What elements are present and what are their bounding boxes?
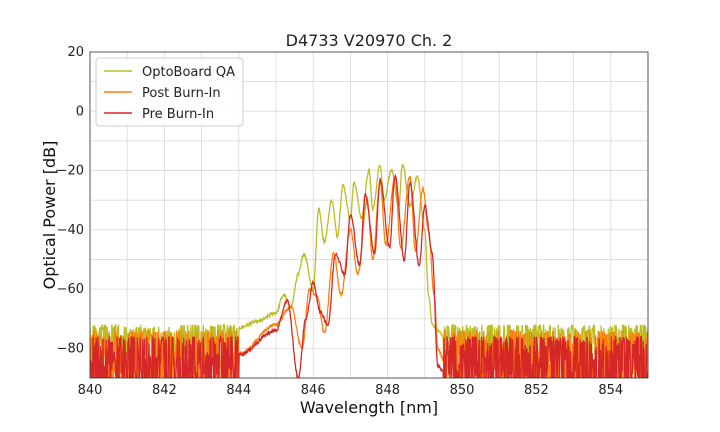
y-tick-label: −60 (57, 282, 84, 297)
y-ticks: −80 −60 −40 −20 0 20 (57, 45, 84, 356)
y-tick-label: 0 (76, 104, 84, 119)
legend-box (95, 57, 244, 127)
x-tick-label: 840 (78, 383, 103, 398)
legend-label-pre-burn-in: Pre Burn-In (142, 107, 214, 122)
grid (89, 51, 649, 379)
x-tick-label: 852 (524, 383, 549, 398)
x-ticks: 840 842 844 846 848 850 852 854 (78, 383, 624, 398)
legend-label-post-burn-in: Post Burn-In (142, 86, 221, 101)
y-tick-label: −80 (57, 341, 84, 356)
plot-frame (89, 51, 649, 379)
y-tick-label: 20 (67, 45, 84, 60)
x-tick-label: 854 (598, 383, 623, 398)
legend: OptoBoard QA Post Burn-In Pre Burn-In (95, 57, 244, 127)
y-tick-label: −40 (57, 223, 84, 238)
x-tick-label: 844 (226, 383, 251, 398)
x-tick-label: 846 (301, 383, 326, 398)
x-tick-label: 848 (375, 383, 400, 398)
plot-area (90, 163, 648, 378)
x-tick-label: 850 (450, 383, 475, 398)
x-tick-label: 842 (152, 383, 177, 398)
chart-title: D4733 V20970 Ch. 2 (286, 31, 453, 50)
y-tick-label: −20 (57, 164, 84, 179)
series-line-pre-burn-in (90, 173, 648, 378)
legend-label-optoboard-qa: OptoBoard QA (142, 65, 235, 80)
x-axis-label: Wavelength [nm] (300, 398, 438, 417)
y-axis-label: Optical Power [dB] (40, 141, 59, 290)
